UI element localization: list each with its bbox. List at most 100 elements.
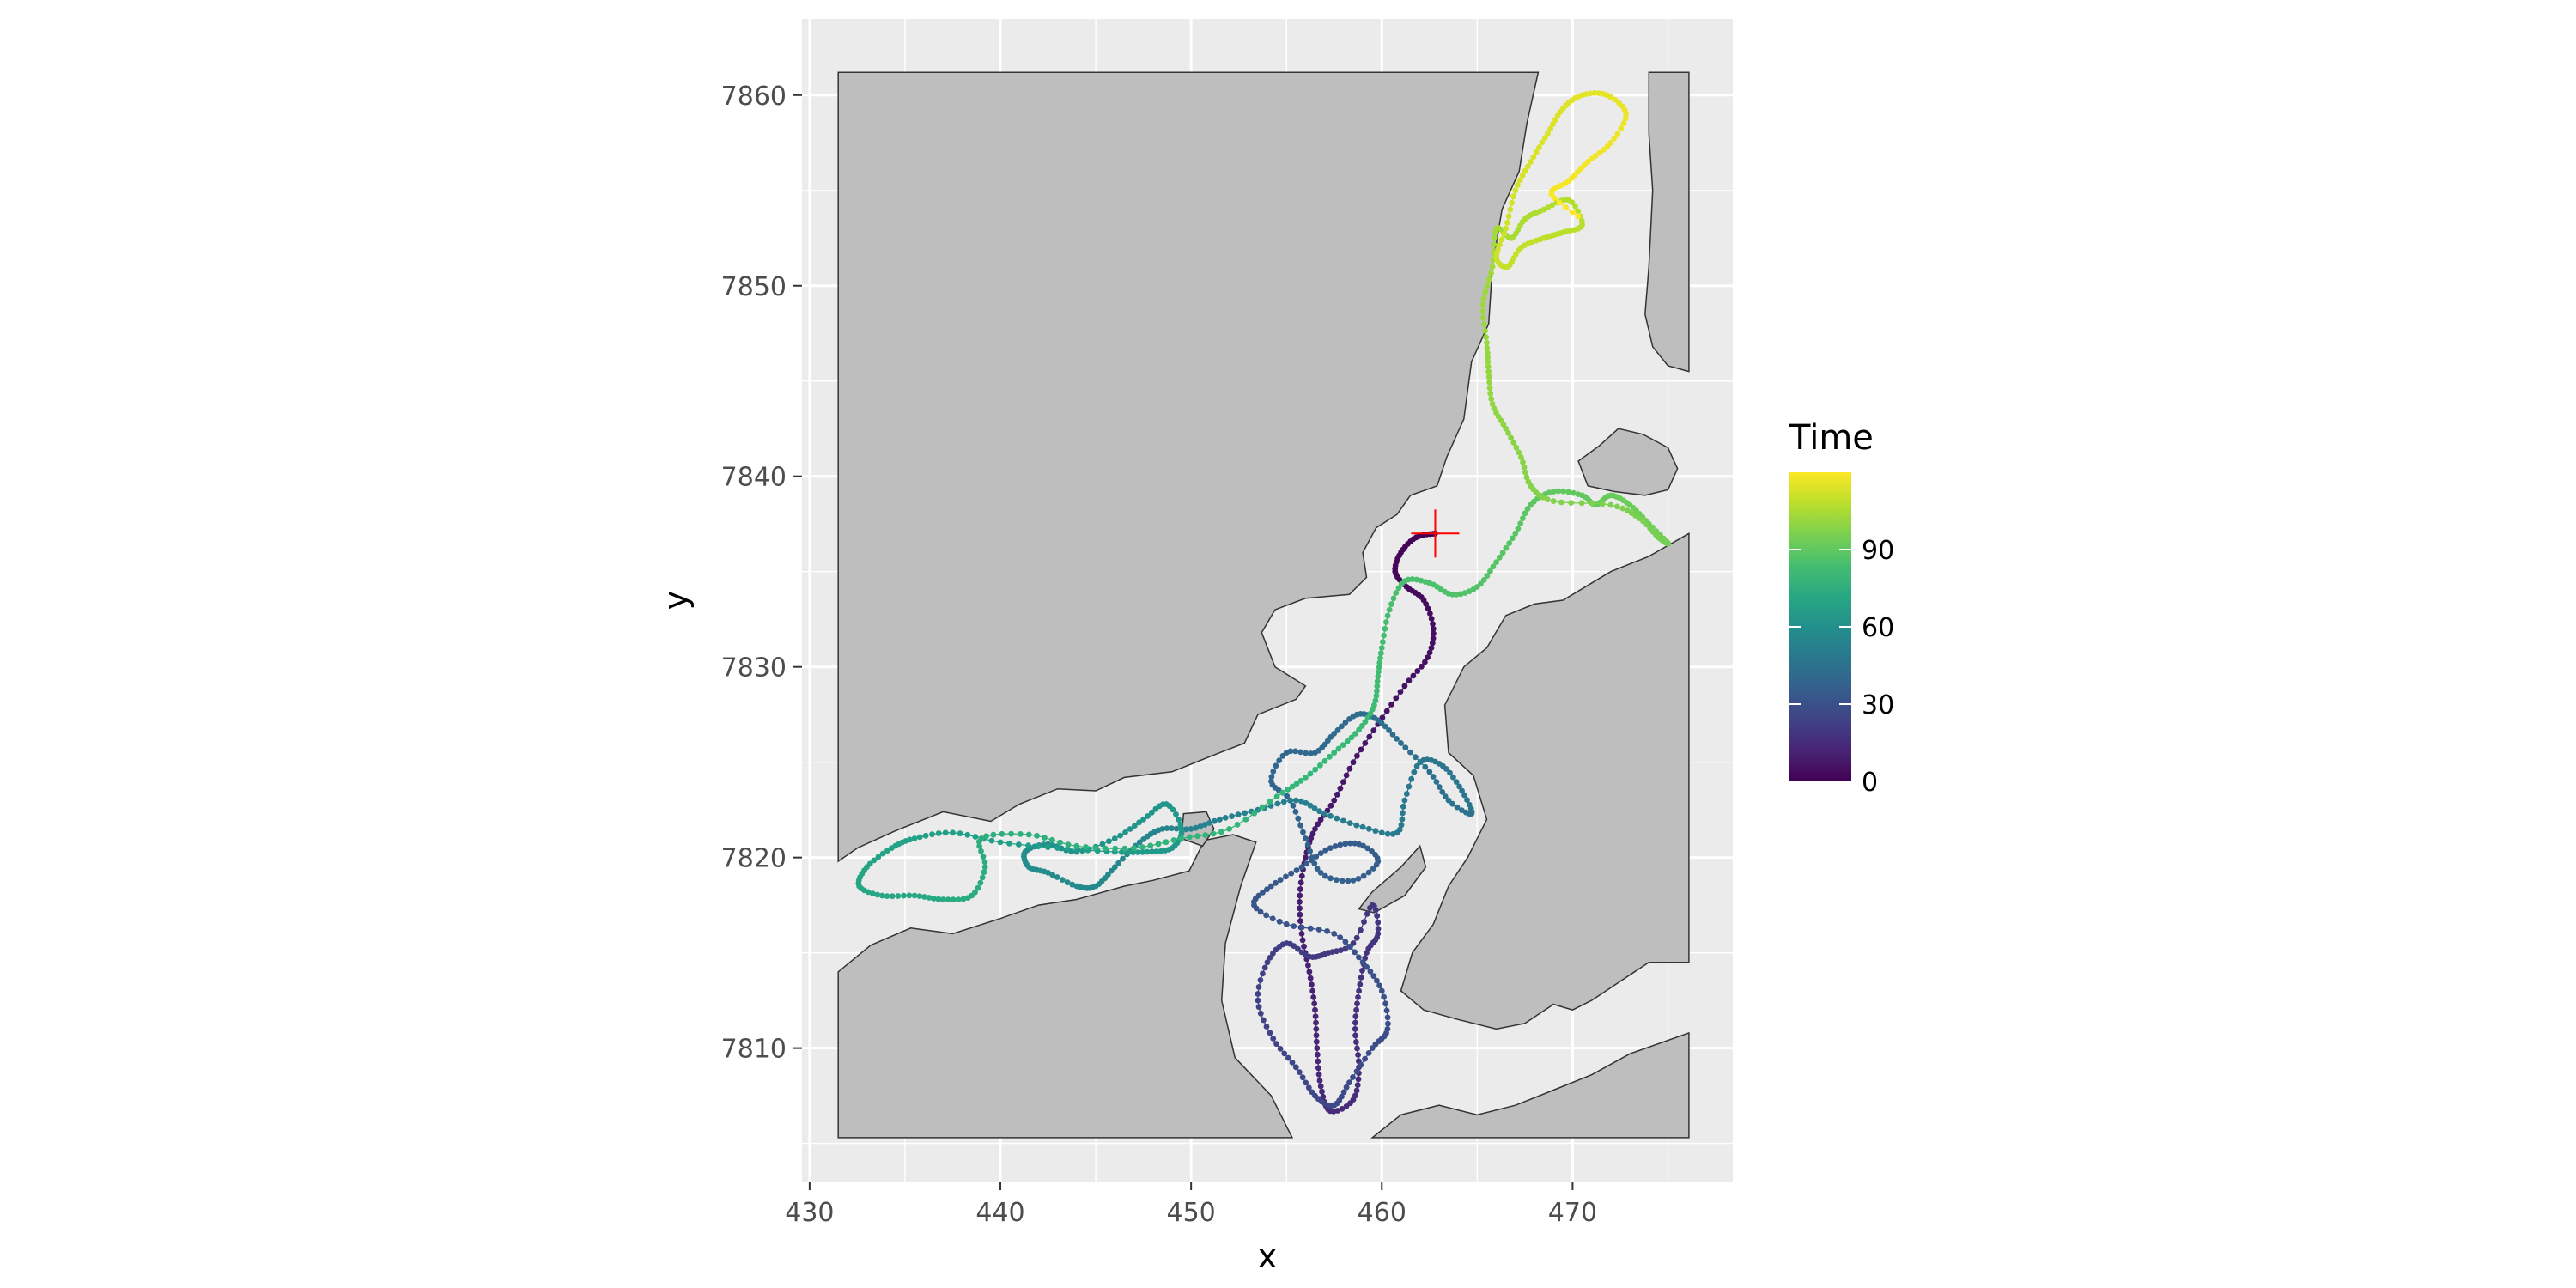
track-point <box>1495 246 1501 252</box>
track-point <box>1317 1083 1324 1090</box>
track-point <box>1453 592 1460 598</box>
track-point <box>1073 883 1080 890</box>
x-tick-label: 440 <box>975 1198 1024 1228</box>
track-point <box>1312 1006 1318 1013</box>
track-point <box>1375 919 1382 926</box>
track-point <box>1544 496 1551 502</box>
track-point <box>1313 1019 1319 1026</box>
track-point <box>1353 822 1360 829</box>
track-point <box>1264 959 1271 966</box>
track-point <box>1372 697 1379 704</box>
track-point <box>1505 213 1512 220</box>
track-point <box>1346 765 1353 772</box>
track-point <box>1297 879 1304 886</box>
track-point <box>1352 1092 1358 1099</box>
track-point <box>878 892 885 899</box>
track-point <box>1521 464 1528 471</box>
plot-panel <box>802 19 1733 1182</box>
track-point <box>1484 349 1491 356</box>
track-point <box>1268 774 1275 780</box>
track-point <box>1170 837 1177 843</box>
track-point <box>1339 878 1346 884</box>
track-point <box>1263 1024 1270 1030</box>
track-point <box>1497 241 1503 248</box>
track-point <box>1309 987 1315 994</box>
track-point <box>1383 619 1389 625</box>
track-point <box>1270 1036 1277 1042</box>
track-point <box>1517 520 1524 526</box>
track-point <box>1255 997 1261 1004</box>
track-point <box>1575 213 1582 220</box>
track-point <box>1301 943 1307 950</box>
track-point <box>1550 498 1557 504</box>
track-point <box>1218 829 1224 835</box>
track-point <box>1277 877 1284 883</box>
track-point <box>1346 820 1353 826</box>
track-point <box>1311 860 1318 866</box>
y-tick-label: 7820 <box>721 844 787 874</box>
legend-break-label: 90 <box>1862 536 1894 566</box>
track-point <box>1429 640 1436 647</box>
track-point <box>1299 937 1306 944</box>
track-point <box>1217 816 1223 823</box>
track-point <box>1483 334 1490 340</box>
track-points <box>855 90 1672 1115</box>
track-point <box>1153 848 1160 854</box>
legend-break-label: 60 <box>1862 613 1894 643</box>
track-point <box>1484 345 1491 351</box>
land-northeast <box>1644 71 1690 373</box>
legend-ticks: 0 30 60 90 <box>1789 536 1894 798</box>
track-point <box>972 834 979 840</box>
track-point <box>1149 848 1155 855</box>
track-point <box>1489 401 1496 407</box>
track-point <box>1411 769 1418 775</box>
track-point <box>980 854 987 860</box>
track-point <box>1283 873 1289 880</box>
track-point <box>999 830 1005 837</box>
track-point <box>1307 848 1313 854</box>
track-point <box>1057 839 1063 846</box>
track-point <box>1008 830 1014 837</box>
y-tick-label: 7810 <box>721 1035 787 1065</box>
track-point <box>1297 822 1304 829</box>
track-point <box>1334 791 1340 798</box>
track-point <box>1006 840 1012 847</box>
track-point <box>1622 115 1629 122</box>
track-point <box>1306 969 1313 975</box>
track-point <box>1510 193 1516 200</box>
start-marker <box>1411 509 1460 558</box>
axes: 430 440 450 460 470 7810 7820 7830 7840 7850 7860 <box>721 82 1597 1228</box>
track-point <box>1382 625 1388 632</box>
track-point <box>1357 981 1364 987</box>
track-point <box>1482 289 1489 295</box>
track-point <box>1307 925 1314 932</box>
track-point <box>1599 501 1606 507</box>
track-point <box>957 830 963 837</box>
track-point <box>1287 798 1293 804</box>
y-tick-label: 7830 <box>721 653 787 683</box>
track-point <box>1371 702 1377 708</box>
track-point <box>1295 815 1302 822</box>
track-point <box>1312 1013 1319 1019</box>
track-point <box>1558 499 1564 506</box>
track-point <box>1313 1032 1320 1039</box>
track-point <box>1575 208 1582 215</box>
track-point <box>935 830 942 836</box>
track-point <box>1303 835 1309 841</box>
track-point <box>1507 206 1514 213</box>
track-point <box>1530 154 1537 161</box>
track-point <box>1297 911 1303 918</box>
track-point <box>978 835 985 841</box>
track-point <box>1355 876 1362 882</box>
y-tick-label: 7850 <box>721 272 787 302</box>
track-point <box>1313 1038 1320 1045</box>
track-point <box>1298 931 1305 937</box>
track-point <box>1261 1017 1267 1024</box>
track-point <box>1374 678 1381 684</box>
track-point <box>1367 905 1373 911</box>
track-point <box>1503 225 1510 232</box>
track-point <box>1308 835 1315 841</box>
track-point <box>1054 845 1061 851</box>
land-northwest <box>837 71 1540 863</box>
